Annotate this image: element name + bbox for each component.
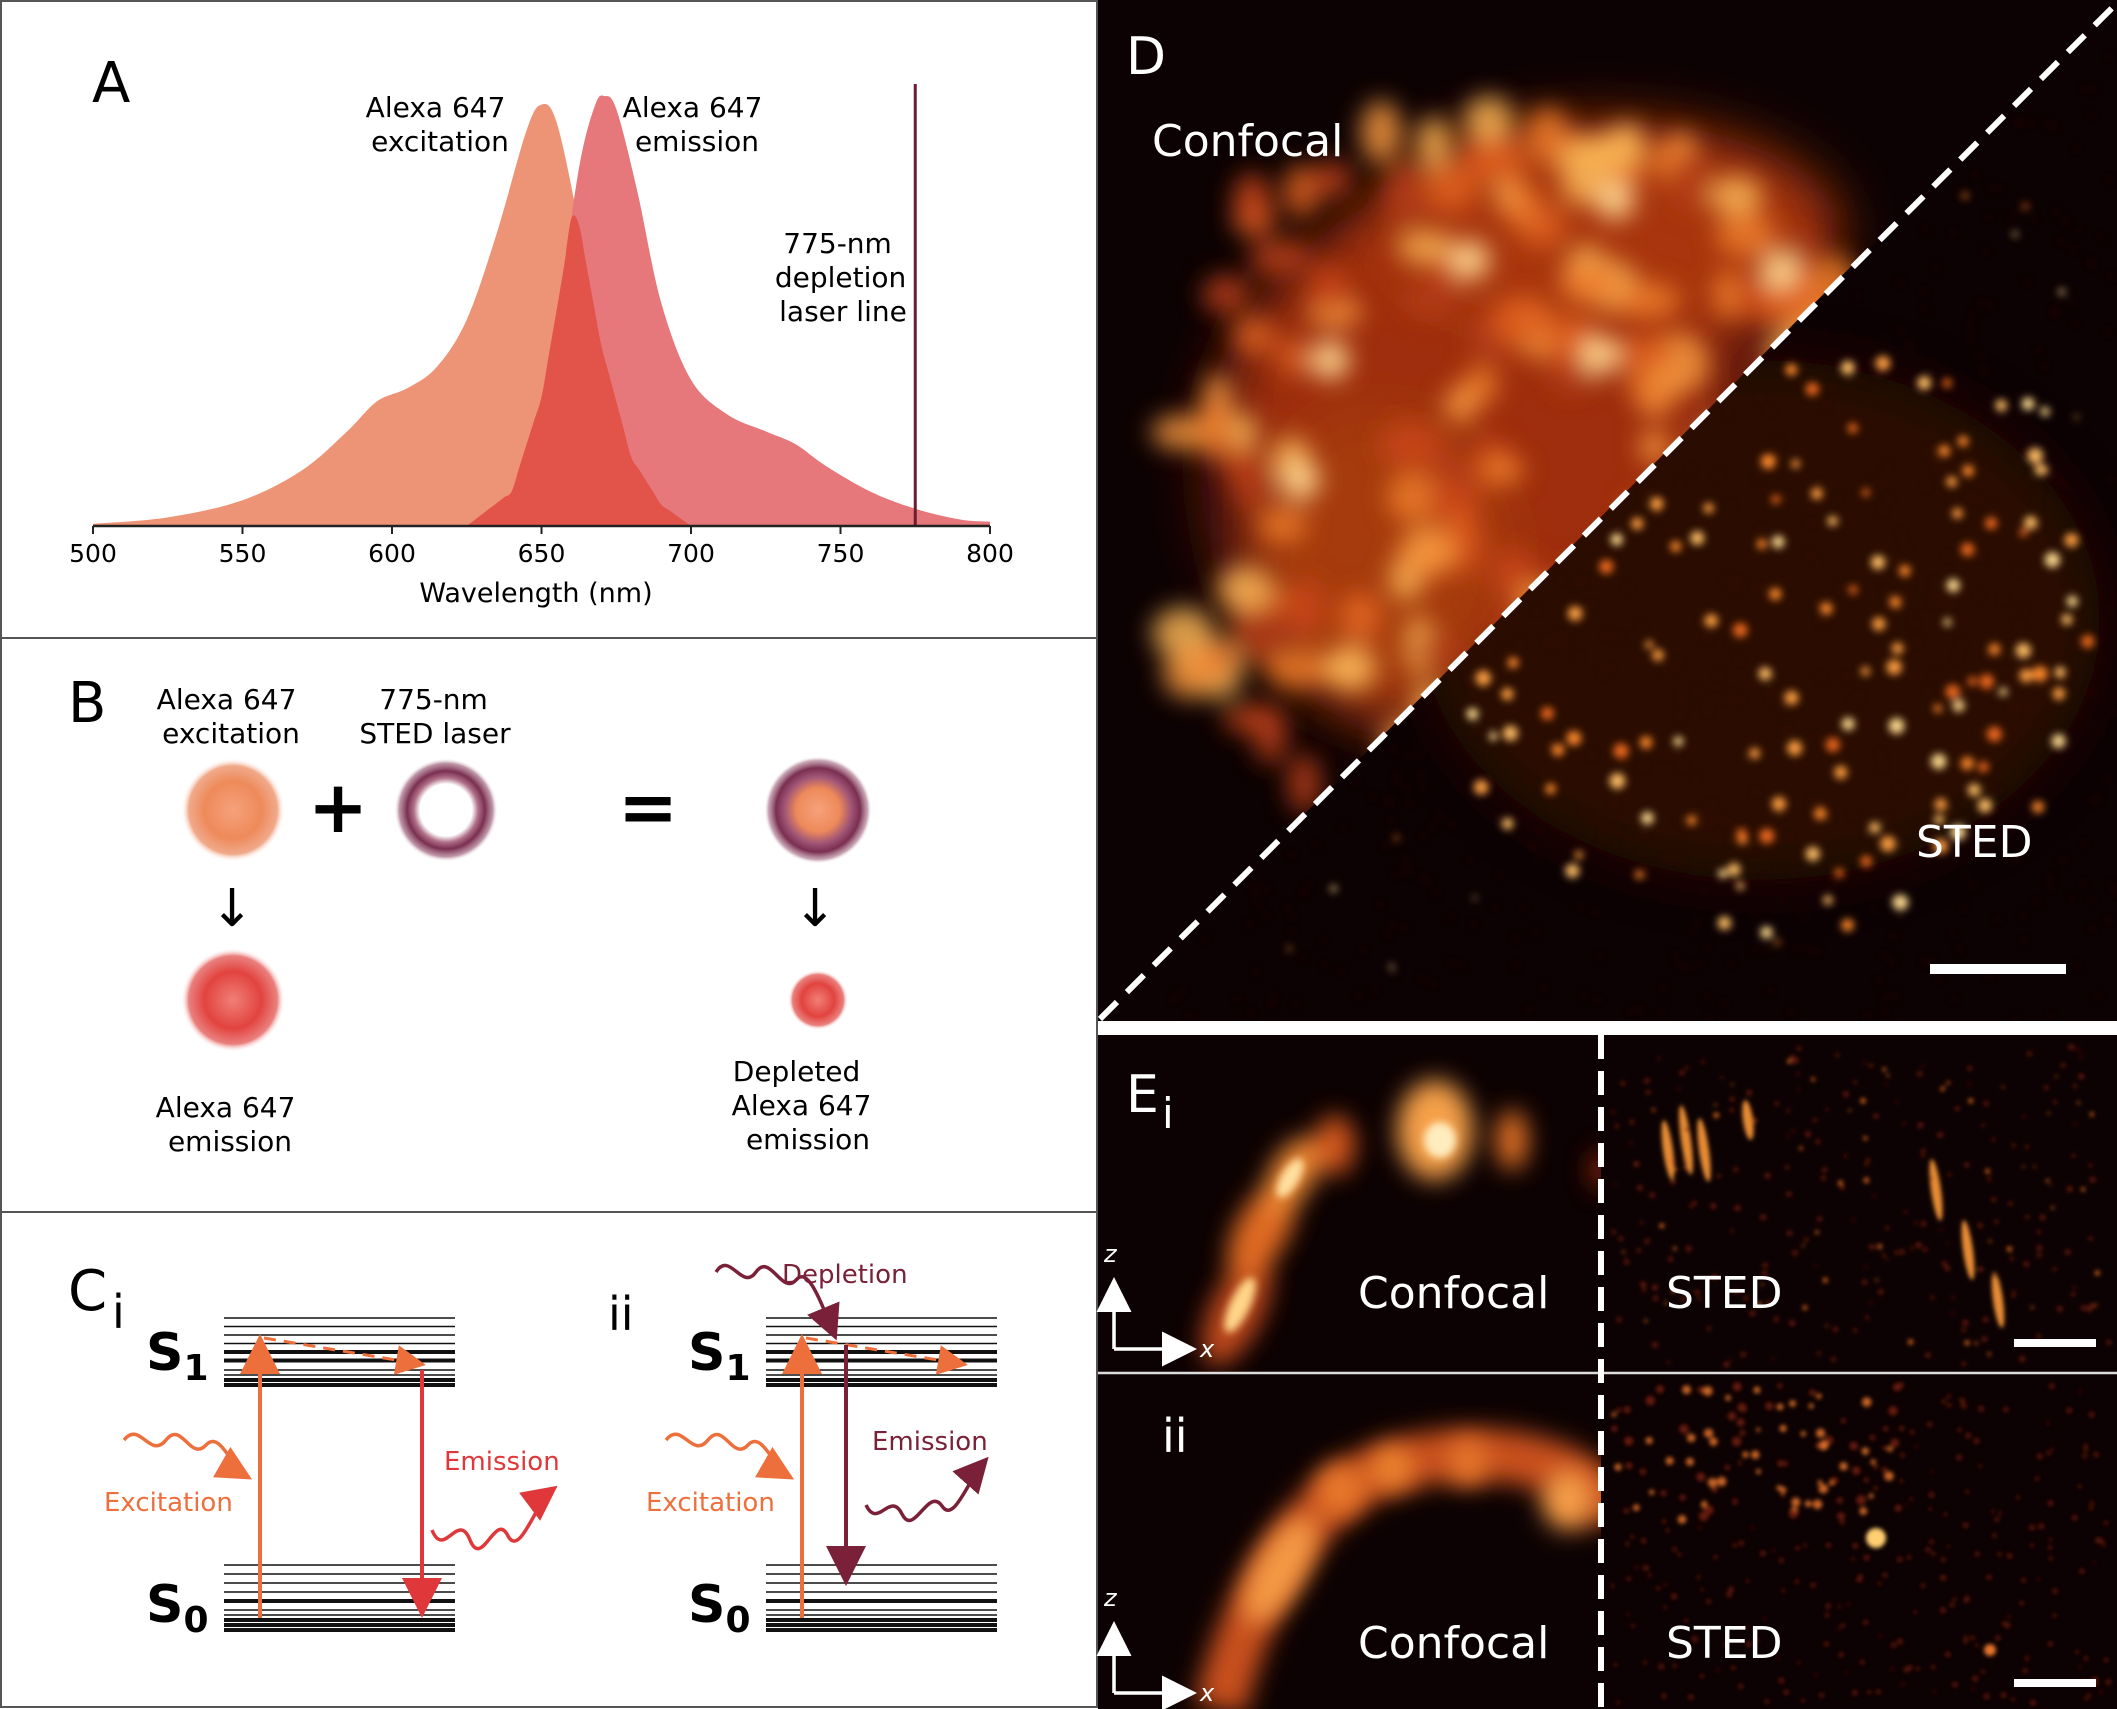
s1-label-i: S1 (146, 1323, 209, 1389)
s0-label-i: S0 (146, 1575, 209, 1641)
scale-bar-eii (2014, 1679, 2096, 1687)
panel-a: A 500 550 600 650 700 750 800 Wavelength (nm) … (69, 51, 1014, 609)
excitation-photon-ii (664, 1432, 795, 1480)
laser-line-label: 775-nm depletion laser line (775, 227, 915, 328)
confocal-label-eii: Confocal (1358, 1618, 1549, 1669)
spectrum-chart: 500 550 600 650 700 750 800 Wavelength (nm) (69, 84, 1014, 609)
s1-label-ii: S1 (688, 1323, 751, 1389)
axis-z-eii: z (1103, 1584, 1118, 1612)
confocal-label-ei: Confocal (1358, 1268, 1549, 1319)
panel-b-letter: B (68, 671, 106, 736)
depletion-text-ii: Depletion (782, 1260, 908, 1290)
sted-label-d: STED (1916, 817, 2033, 868)
sted-label-ei: STED (1666, 1268, 1783, 1319)
x-axis-label: Wavelength (nm) (419, 578, 652, 609)
down-arrow-left: ↓ (210, 879, 254, 939)
confocal-label-d: Confocal (1152, 116, 1343, 167)
sted-donut-spot (394, 758, 498, 862)
panel-cii-label: ii (608, 1287, 634, 1341)
overlap-area (466, 215, 691, 527)
s0-label-ii: S0 (688, 1575, 751, 1641)
energy-levels (224, 1317, 997, 1632)
d-e-separator (1098, 1021, 2117, 1035)
axes-indicator-ei: z x (1096, 1240, 1215, 1367)
x-tick-label: 500 (69, 539, 117, 568)
sted-label-eii: STED (1666, 1618, 1783, 1669)
axis-x-ei: x (1199, 1335, 1215, 1363)
excitation-text-ii: Excitation (646, 1488, 775, 1518)
emission-psf-spot (181, 948, 285, 1052)
eii-sted-image (1610, 1382, 2111, 1706)
x-tick-label: 600 (368, 539, 416, 568)
excitation-curve-label: Alexa 647 excitation (366, 91, 515, 158)
panel-e: E i ii Confocal STED Confocal STED z x z… (1096, 1035, 2117, 1709)
depletion-photon-ii (714, 1263, 840, 1341)
axes-indicator-eii: z x (1096, 1584, 1215, 1709)
ei-confocal-image (1202, 1080, 1601, 1366)
panel-c: C i ii S1 S0 S1 S0 Excitation Emission D… (68, 1259, 997, 1641)
depleted-emission-label: Depleted Alexa 647 emission (732, 1055, 881, 1156)
emission-photon-i (430, 1485, 558, 1551)
panel-d: D Confocal STED (1097, 0, 2117, 1022)
panel-e-letter: E (1126, 1065, 1159, 1125)
emission-photon-ii (864, 1456, 989, 1523)
panel-b: B Alexa 647 excitation 775-nm STED laser… (68, 671, 881, 1158)
excitation-photon-i (122, 1432, 253, 1480)
excitation-text-i: Excitation (104, 1488, 233, 1518)
plus-sign: + (308, 765, 368, 849)
excitation-psf-label: Alexa 647 excitation (157, 683, 306, 750)
x-tick-label: 800 (966, 539, 1014, 568)
combined-psf-spot (764, 756, 872, 864)
x-tick-label: 700 (667, 539, 715, 568)
panel-a-letter: A (92, 51, 130, 116)
relaxation-dashed-ii (805, 1336, 968, 1375)
equals-sign: = (618, 765, 678, 849)
emission-psf-label: Alexa 647 emission (156, 1091, 305, 1158)
panel-borders (0, 0, 1098, 1708)
x-ticks: 500 550 600 650 700 750 800 (69, 526, 1014, 568)
depleted-emission-spot (788, 970, 848, 1030)
x-tick-label: 550 (219, 539, 267, 568)
x-tick-label: 750 (817, 539, 865, 568)
panel-eii-label: ii (1162, 1409, 1188, 1463)
panel-ci-sub: i (112, 1285, 125, 1339)
sted-laser-label: 775-nm STED laser (359, 683, 511, 750)
emission-text-i: Emission (444, 1447, 560, 1477)
diagonal-divider (1097, 5, 2115, 1022)
panel-d-letter: D (1126, 27, 1166, 87)
eii-confocal-image (1194, 1428, 1601, 1709)
axis-x-eii: x (1199, 1679, 1215, 1707)
x-tick-label: 650 (518, 539, 566, 568)
relaxation-dashed-i (263, 1336, 426, 1375)
axis-z-ei: z (1103, 1240, 1118, 1268)
emission-curve-label: Alexa 647 emission (623, 91, 772, 158)
scale-bar-d (1930, 964, 2066, 974)
excitation-psf-spot (181, 758, 285, 862)
panel-c-letter: C (68, 1259, 107, 1324)
scale-bar-ei (2014, 1339, 2096, 1347)
ei-sted-image (1611, 1044, 2112, 1368)
panel-ei-sub: i (1162, 1089, 1174, 1138)
down-arrow-right: ↓ (793, 879, 837, 939)
emission-text-ii: Emission (872, 1427, 988, 1457)
